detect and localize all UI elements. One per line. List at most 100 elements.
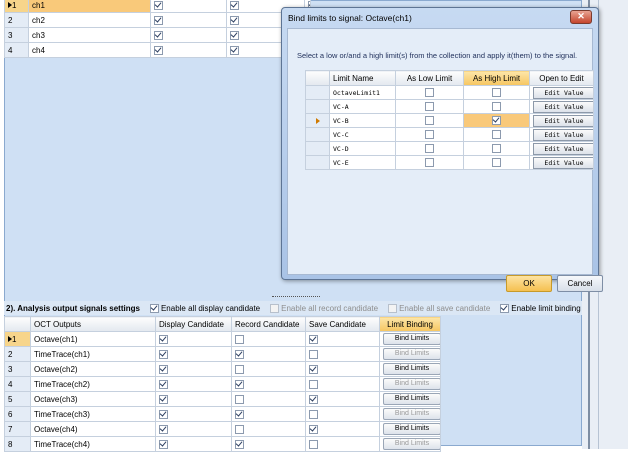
cancel-button[interactable]: Cancel (557, 275, 603, 292)
record-candidate-checkbox[interactable] (235, 424, 244, 434)
record-candidate-checkbox[interactable] (235, 379, 244, 389)
low-limit-checkbox[interactable] (425, 158, 434, 168)
table-row[interactable]: 2 ch2 (4, 12, 311, 28)
output-row[interactable]: 6 TimeTrace(ch3) Bind Limits (4, 406, 441, 422)
save-candidate-checkbox[interactable] (309, 379, 318, 389)
row-header[interactable] (305, 99, 330, 114)
channel-checkbox[interactable] (230, 0, 239, 10)
edit-value-button[interactable]: Edit Value (533, 128, 593, 141)
low-limit-checkbox[interactable] (425, 102, 434, 112)
record-candidate-checkbox[interactable] (235, 334, 244, 344)
section2-option[interactable]: Enable all record candidate (270, 303, 378, 313)
limit-row[interactable]: OctaveLimit1 Edit Value (305, 85, 594, 100)
display-candidate-checkbox[interactable] (159, 394, 168, 404)
record-candidate-checkbox[interactable] (235, 409, 244, 419)
limit-row[interactable]: VC-A Edit Value (305, 99, 594, 114)
record-candidate-checkbox[interactable] (235, 364, 244, 374)
row-header[interactable]: 2 (4, 346, 31, 362)
table-row[interactable]: 3 ch3 (4, 27, 311, 43)
display-candidate-checkbox[interactable] (159, 379, 168, 389)
table-row[interactable]: 1 ch1 (4, 0, 311, 13)
output-row[interactable]: 1 Octave(ch1) Bind Limits (4, 331, 441, 347)
row-header[interactable] (305, 85, 330, 100)
display-candidate-checkbox[interactable] (159, 349, 168, 359)
low-limit-checkbox[interactable] (425, 144, 434, 154)
row-header[interactable]: 3 (4, 27, 29, 43)
limit-row[interactable]: VC-E Edit Value (305, 155, 594, 170)
channel-checkbox[interactable] (154, 15, 163, 25)
high-limit-checkbox[interactable] (492, 144, 501, 154)
display-candidate-checkbox[interactable] (159, 364, 168, 374)
channel-checkbox[interactable] (230, 30, 239, 40)
edit-value-button[interactable]: Edit Value (533, 114, 593, 127)
row-header[interactable]: 6 (4, 406, 31, 422)
low-limit-checkbox[interactable] (425, 130, 434, 140)
row-header[interactable]: 1 (4, 0, 29, 13)
save-candidate-checkbox[interactable] (309, 424, 318, 434)
display-candidate-checkbox[interactable] (159, 409, 168, 419)
save-candidate-checkbox[interactable] (309, 409, 318, 419)
row-header[interactable]: 2 (4, 12, 29, 28)
row-header[interactable]: 4 (4, 376, 31, 392)
bind-limits-button[interactable]: Bind Limits (383, 438, 440, 450)
edit-value-button[interactable]: Edit Value (533, 86, 593, 99)
high-limit-checkbox[interactable] (492, 130, 501, 140)
channel-checkbox[interactable] (154, 45, 163, 55)
output-row[interactable]: 5 Octave(ch3) Bind Limits (4, 391, 441, 407)
row-header[interactable]: 1 (4, 331, 31, 347)
bind-limits-button[interactable]: Bind Limits (383, 333, 440, 345)
option-checkbox[interactable] (270, 303, 280, 313)
channel-checkbox[interactable] (154, 0, 163, 10)
high-limit-checkbox[interactable] (492, 158, 501, 168)
limit-row[interactable]: VC-D Edit Value (305, 141, 594, 156)
edit-value-button[interactable]: Edit Value (533, 100, 593, 113)
section2-option[interactable]: Enable all display candidate (149, 303, 260, 313)
channel-checkbox[interactable] (154, 30, 163, 40)
record-candidate-checkbox[interactable] (235, 349, 244, 359)
bind-limits-button[interactable]: Bind Limits (383, 408, 440, 420)
table-row[interactable]: 4 ch4 (4, 42, 311, 58)
close-icon[interactable]: ✕ (570, 10, 592, 24)
save-candidate-checkbox[interactable] (309, 349, 318, 359)
limit-row[interactable]: VC-C Edit Value (305, 127, 594, 142)
save-candidate-checkbox[interactable] (309, 364, 318, 374)
ok-button[interactable]: OK (506, 275, 552, 292)
low-limit-checkbox[interactable] (425, 88, 434, 98)
option-checkbox[interactable] (388, 303, 398, 313)
output-row[interactable]: 4 TimeTrace(ch2) Bind Limits (4, 376, 441, 392)
bind-limits-button[interactable]: Bind Limits (383, 363, 440, 375)
option-checkbox[interactable] (149, 303, 159, 313)
row-header[interactable] (305, 155, 330, 170)
limit-row[interactable]: VC-B Edit Value (305, 113, 594, 128)
channel-checkbox[interactable] (230, 15, 239, 25)
save-candidate-checkbox[interactable] (309, 394, 318, 404)
edit-value-button[interactable]: Edit Value (533, 156, 593, 169)
high-limit-checkbox[interactable] (492, 116, 501, 126)
splitter-handle[interactable] (272, 296, 320, 300)
row-header[interactable] (305, 141, 330, 156)
record-candidate-checkbox[interactable] (235, 439, 244, 449)
row-header[interactable]: 8 (4, 436, 31, 452)
record-candidate-checkbox[interactable] (235, 394, 244, 404)
row-header[interactable]: 7 (4, 421, 31, 437)
row-header[interactable] (305, 127, 330, 142)
bind-limits-button[interactable]: Bind Limits (383, 348, 440, 360)
channel-checkbox[interactable] (230, 45, 239, 55)
section2-option[interactable]: Enable limit binding (500, 303, 581, 313)
display-candidate-checkbox[interactable] (159, 439, 168, 449)
option-checkbox[interactable] (500, 303, 510, 313)
high-limit-checkbox[interactable] (492, 88, 501, 98)
output-row[interactable]: 8 TimeTrace(ch4) Bind Limits (4, 436, 441, 452)
edit-value-button[interactable]: Edit Value (533, 142, 593, 155)
row-header[interactable]: 5 (4, 391, 31, 407)
bind-limits-button[interactable]: Bind Limits (383, 378, 440, 390)
save-candidate-checkbox[interactable] (309, 439, 318, 449)
display-candidate-checkbox[interactable] (159, 334, 168, 344)
low-limit-checkbox[interactable] (425, 116, 434, 126)
row-header[interactable]: 4 (4, 42, 29, 58)
display-candidate-checkbox[interactable] (159, 424, 168, 434)
section2-option[interactable]: Enable all save candidate (388, 303, 490, 313)
output-row[interactable]: 7 Octave(ch4) Bind Limits (4, 421, 441, 437)
row-header[interactable]: 3 (4, 361, 31, 377)
row-header[interactable] (305, 113, 330, 128)
